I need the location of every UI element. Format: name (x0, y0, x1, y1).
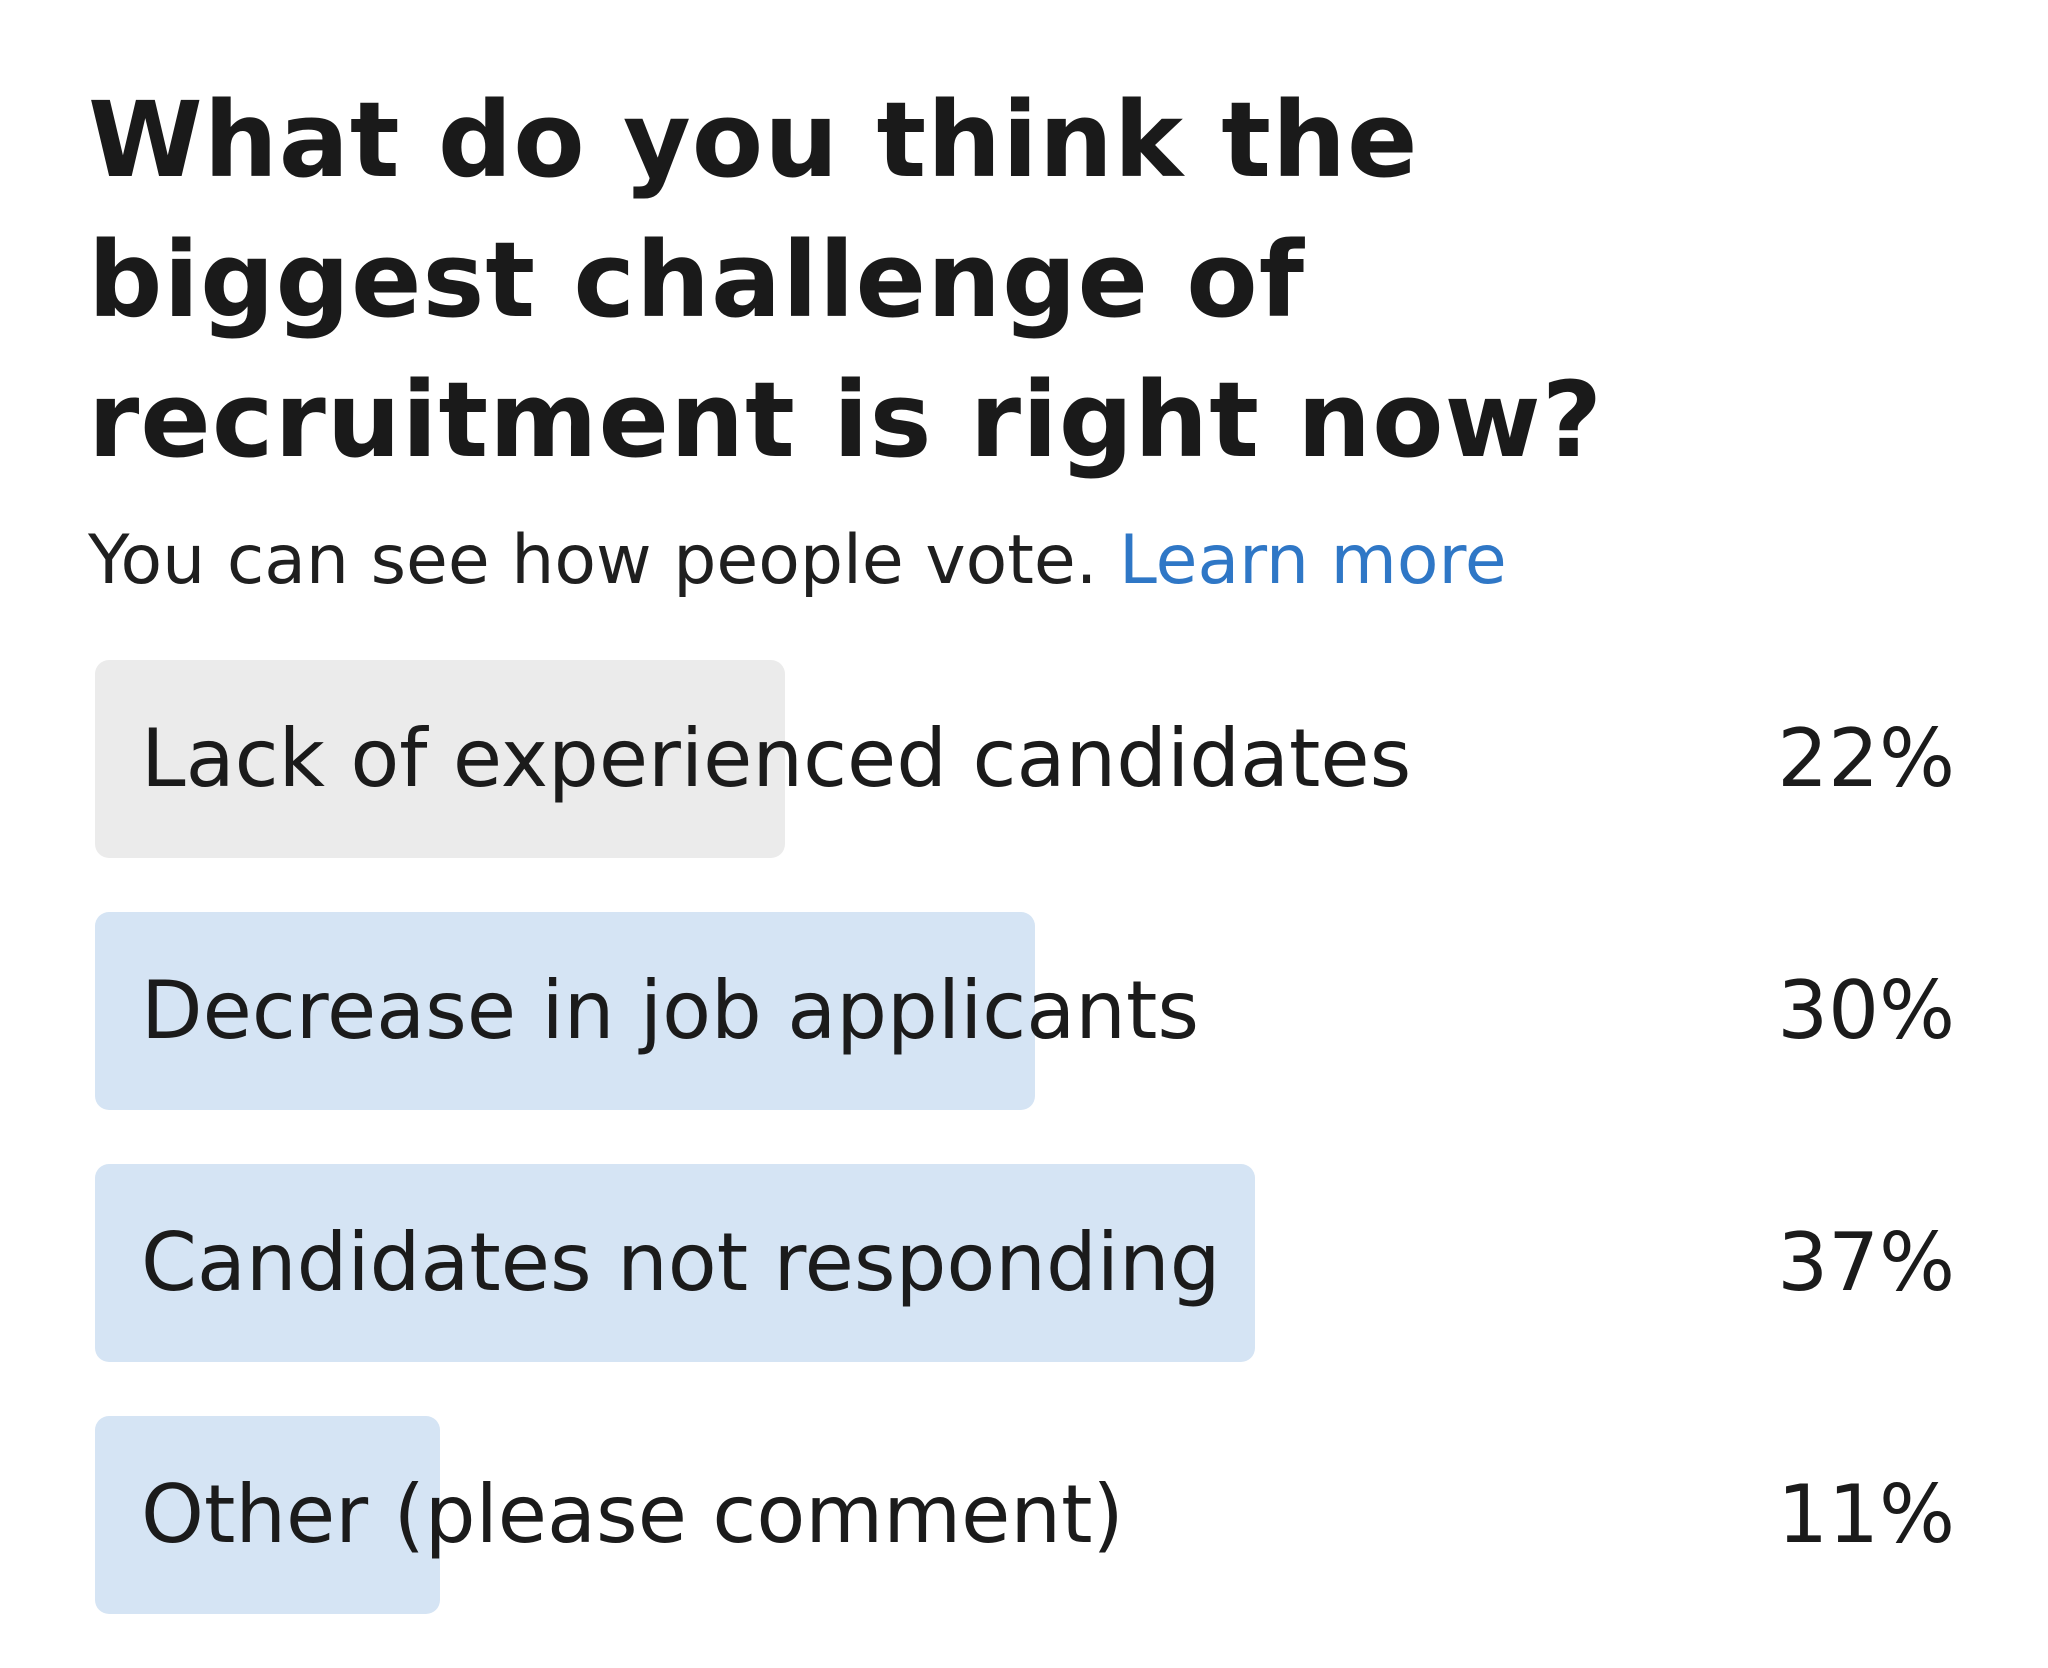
option-percentage: 30% (1777, 964, 1955, 1057)
visibility-text: You can see how people vote. (88, 521, 1098, 600)
poll-option-candidates-not-responding[interactable]: Candidates not responding 37% (95, 1164, 1955, 1362)
poll-card: What do you think the biggest challenge … (88, 70, 1968, 606)
option-label: Lack of experienced candidates (141, 712, 1412, 805)
option-percentage: 11% (1777, 1468, 1955, 1561)
poll-question: What do you think the biggest challenge … (88, 79, 1604, 481)
option-label: Decrease in job applicants (141, 964, 1200, 1057)
poll-options: Lack of experienced candidates 22% Decre… (95, 660, 1955, 1668)
option-percentage: 37% (1777, 1216, 1955, 1309)
poll-option-lack-of-experienced-candidates[interactable]: Lack of experienced candidates 22% (95, 660, 1955, 858)
poll-option-decrease-in-job-applicants[interactable]: Decrease in job applicants 30% (95, 912, 1955, 1110)
option-label: Other (please comment) (141, 1468, 1124, 1561)
result-bar (95, 1164, 1255, 1362)
result-bar (95, 1416, 440, 1614)
poll-option-other[interactable]: Other (please comment) 11% (95, 1416, 1955, 1614)
option-percentage: 22% (1777, 712, 1955, 805)
vote-visibility-notice: You can see how people vote. Learn more (88, 516, 1968, 606)
result-bar (95, 660, 785, 858)
option-label: Candidates not responding (141, 1216, 1221, 1309)
result-bar (95, 912, 1036, 1110)
learn-more-link[interactable]: Learn more (1118, 521, 1507, 600)
